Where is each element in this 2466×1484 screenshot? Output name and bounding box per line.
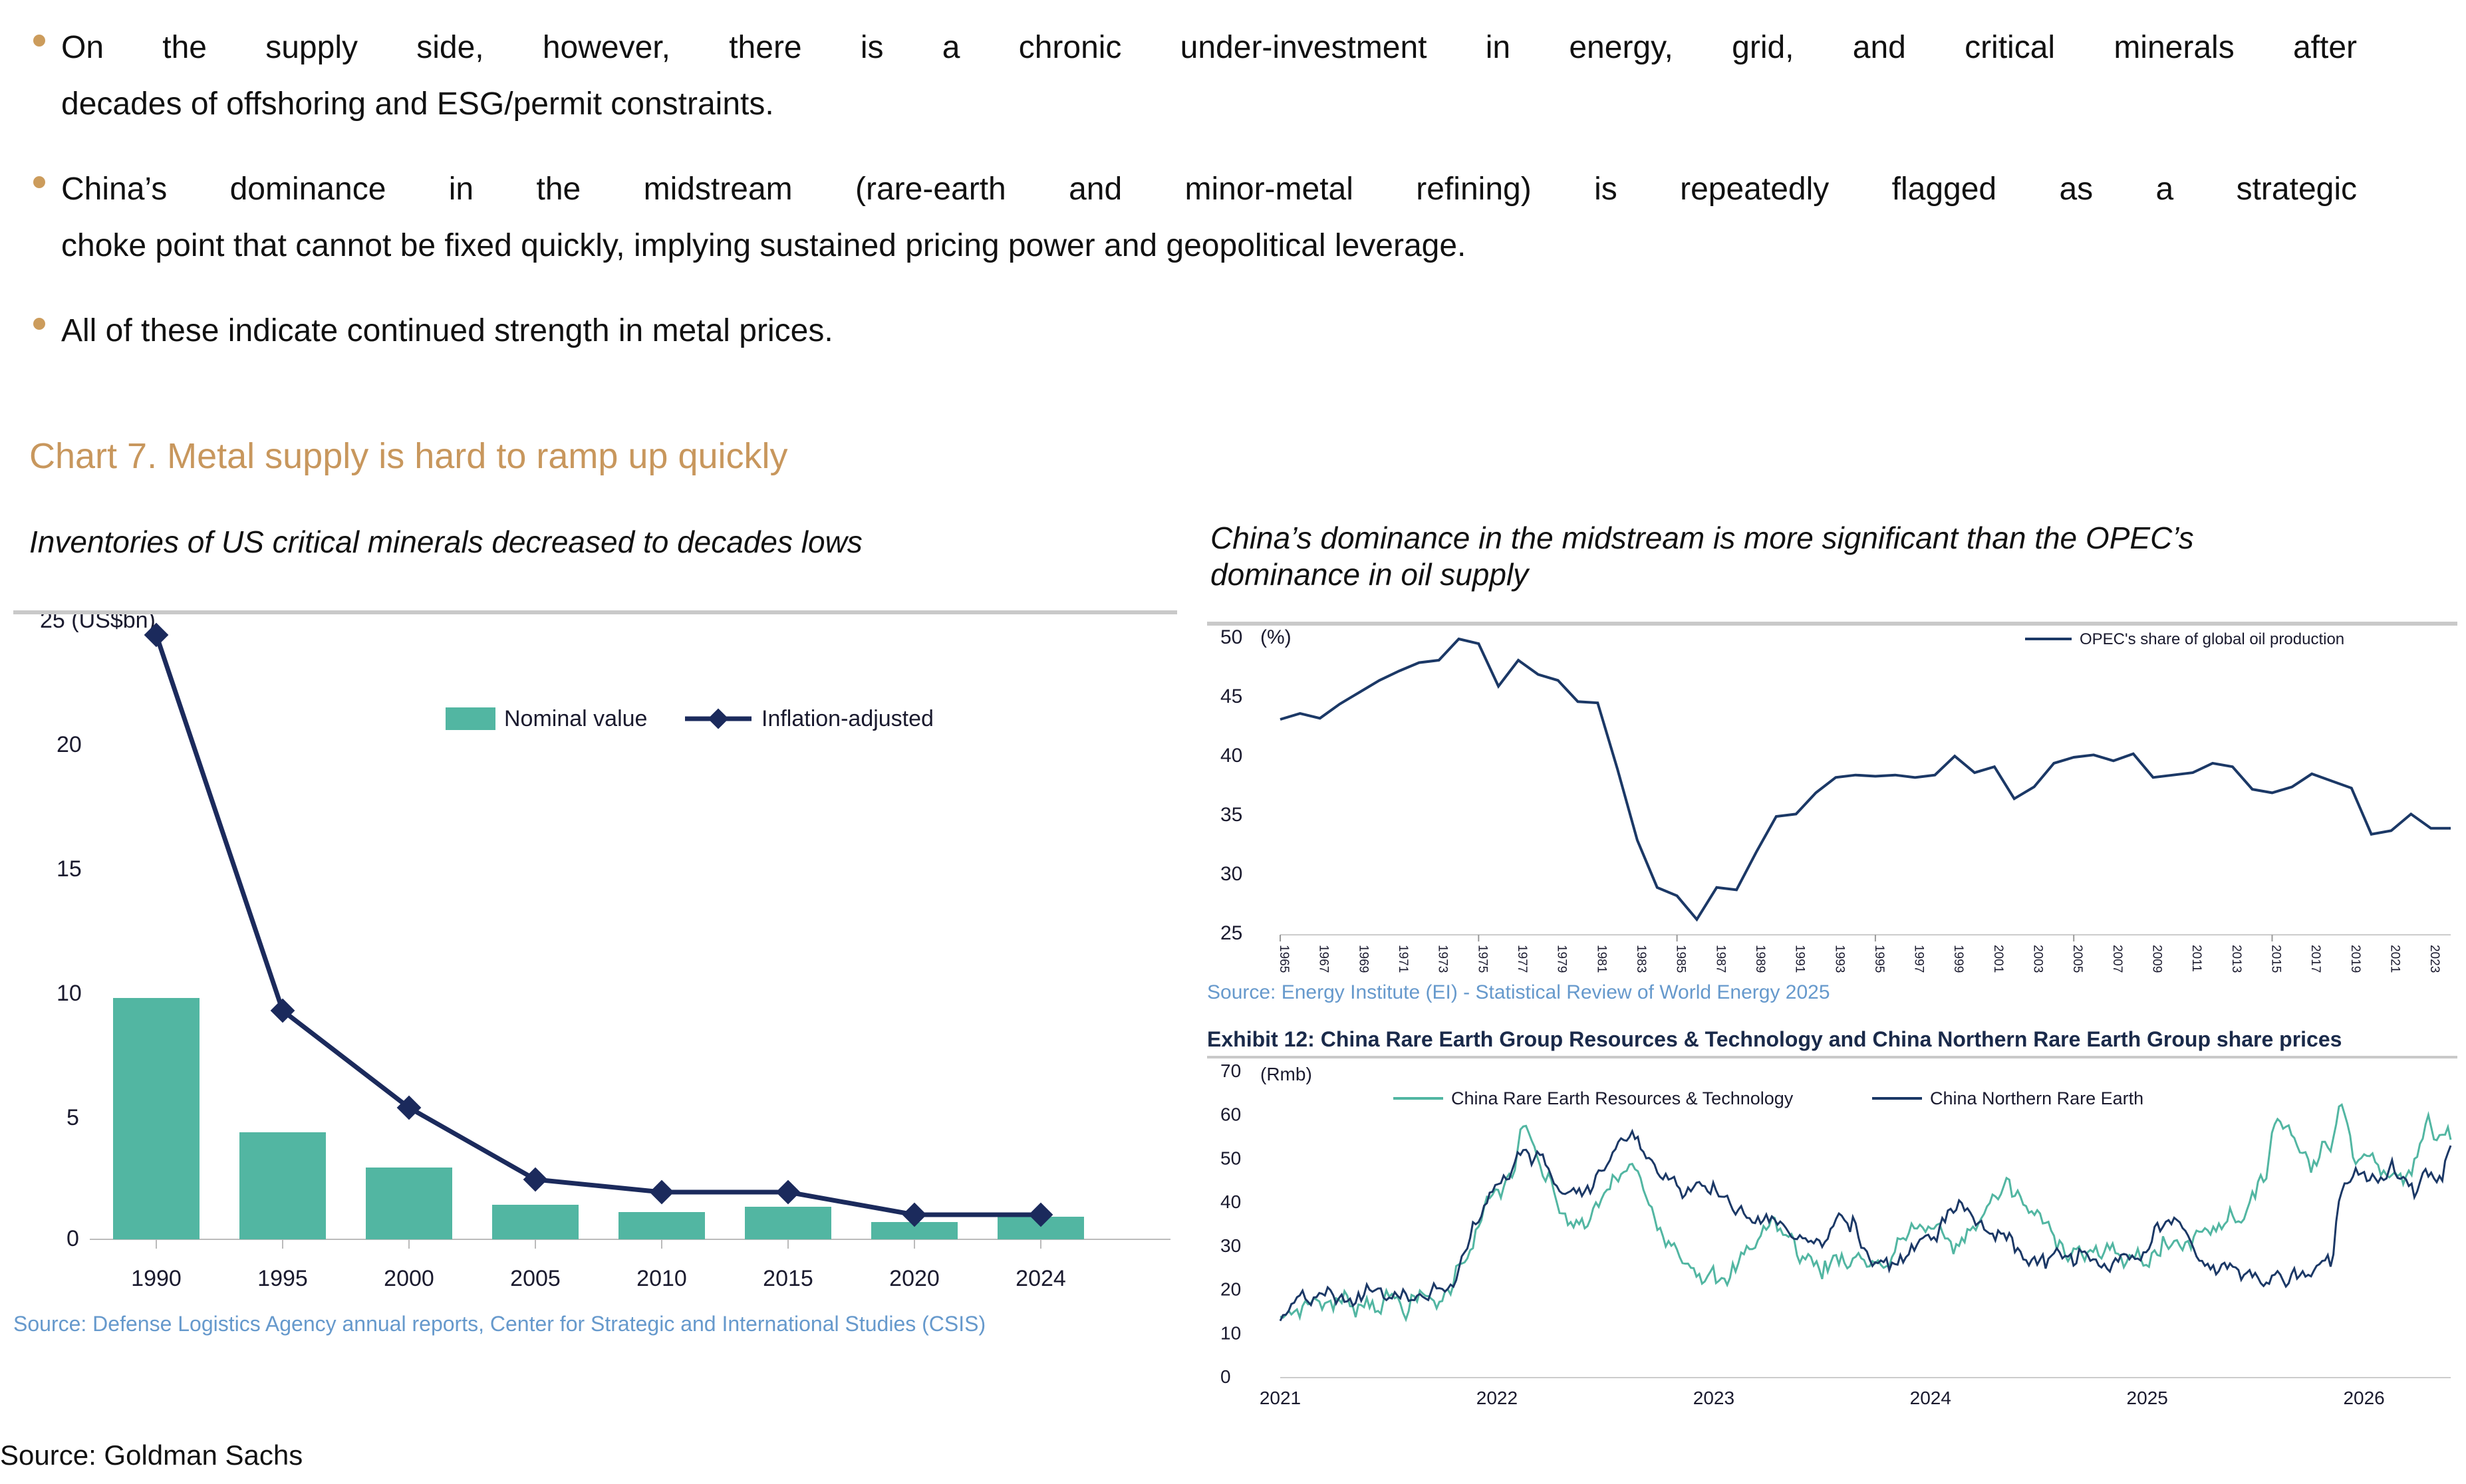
svg-text:1979: 1979 (1555, 945, 1569, 973)
svg-text:20: 20 (1220, 1279, 1241, 1300)
svg-text:60: 60 (1220, 1104, 1241, 1125)
svg-text:1991: 1991 (1793, 945, 1807, 973)
svg-text:2000: 2000 (384, 1266, 434, 1291)
svg-text:45: 45 (1220, 685, 1242, 707)
svg-text:25 (US$bn): 25 (US$bn) (40, 614, 156, 633)
svg-text:2026: 2026 (2343, 1388, 2384, 1408)
svg-text:1971: 1971 (1396, 945, 1410, 973)
svg-text:2005: 2005 (2070, 945, 2084, 973)
svg-text:0: 0 (1220, 1366, 1231, 1387)
svg-text:2024: 2024 (1910, 1388, 1951, 1408)
svg-text:20: 20 (57, 732, 82, 757)
svg-text:15: 15 (57, 856, 82, 882)
svg-text:2015: 2015 (2269, 945, 2283, 973)
svg-text:1981: 1981 (1594, 945, 1608, 973)
svg-text:2013: 2013 (2229, 945, 2243, 973)
svg-text:2021: 2021 (1260, 1388, 1301, 1408)
svg-text:China Northern Rare Earth: China Northern Rare Earth (1930, 1088, 2143, 1108)
svg-text:China Rare Earth Resources & T: China Rare Earth Resources & Technology (1451, 1088, 1794, 1108)
svg-text:2003: 2003 (2031, 945, 2045, 973)
svg-text:1993: 1993 (1832, 945, 1846, 973)
svg-text:1985: 1985 (1674, 945, 1688, 973)
svg-text:Nominal value: Nominal value (504, 706, 647, 731)
svg-text:2023: 2023 (2427, 945, 2441, 973)
svg-text:2009: 2009 (2150, 945, 2164, 973)
svg-text:1969: 1969 (1356, 945, 1370, 973)
svg-text:2011: 2011 (2189, 945, 2203, 972)
svg-text:2017: 2017 (2308, 945, 2322, 973)
svg-text:30: 30 (1220, 863, 1242, 885)
svg-text:1999: 1999 (1951, 945, 1965, 973)
svg-text:Inflation-adjusted: Inflation-adjusted (761, 706, 934, 731)
svg-text:0: 0 (67, 1226, 79, 1251)
svg-text:1987: 1987 (1713, 945, 1727, 973)
svg-text:1977: 1977 (1515, 945, 1529, 973)
svg-text:2024: 2024 (1016, 1266, 1066, 1291)
svg-text:1990: 1990 (131, 1266, 182, 1291)
svg-text:25: 25 (1220, 922, 1242, 944)
svg-text:40: 40 (1220, 745, 1242, 767)
svg-text:1983: 1983 (1634, 945, 1648, 973)
svg-text:2019: 2019 (2348, 945, 2362, 973)
svg-text:2021: 2021 (2388, 945, 2402, 973)
svg-text:2010: 2010 (636, 1266, 687, 1291)
svg-text:35: 35 (1220, 804, 1242, 826)
svg-text:2007: 2007 (2110, 945, 2124, 973)
svg-text:10: 10 (1220, 1322, 1241, 1343)
svg-text:70: 70 (1220, 1060, 1241, 1081)
svg-text:50: 50 (1220, 626, 1242, 648)
svg-text:2023: 2023 (1693, 1388, 1734, 1408)
svg-text:2022: 2022 (1476, 1388, 1518, 1408)
svg-text:1989: 1989 (1753, 945, 1767, 973)
svg-text:2001: 2001 (1991, 945, 2005, 973)
svg-text:50: 50 (1220, 1148, 1241, 1168)
svg-text:2015: 2015 (763, 1266, 813, 1291)
svg-text:1997: 1997 (1912, 945, 1926, 973)
svg-text:1975: 1975 (1475, 945, 1489, 973)
svg-text:(Rmb): (Rmb) (1260, 1064, 1312, 1084)
svg-text:10: 10 (57, 981, 82, 1006)
svg-text:2020: 2020 (889, 1266, 940, 1291)
svg-text:1967: 1967 (1317, 945, 1331, 973)
svg-text:1965: 1965 (1277, 945, 1291, 973)
svg-text:OPEC's share of global oil pro: OPEC's share of global oil production (2080, 630, 2344, 648)
svg-text:40: 40 (1220, 1191, 1241, 1212)
svg-text:30: 30 (1220, 1235, 1241, 1256)
svg-text:5: 5 (67, 1105, 79, 1130)
svg-text:2005: 2005 (510, 1266, 561, 1291)
svg-text:1995: 1995 (1872, 945, 1886, 973)
svg-text:1973: 1973 (1436, 945, 1450, 973)
svg-text:2025: 2025 (2127, 1388, 2168, 1408)
svg-text:1995: 1995 (257, 1266, 308, 1291)
svg-text:(%): (%) (1260, 626, 1292, 648)
